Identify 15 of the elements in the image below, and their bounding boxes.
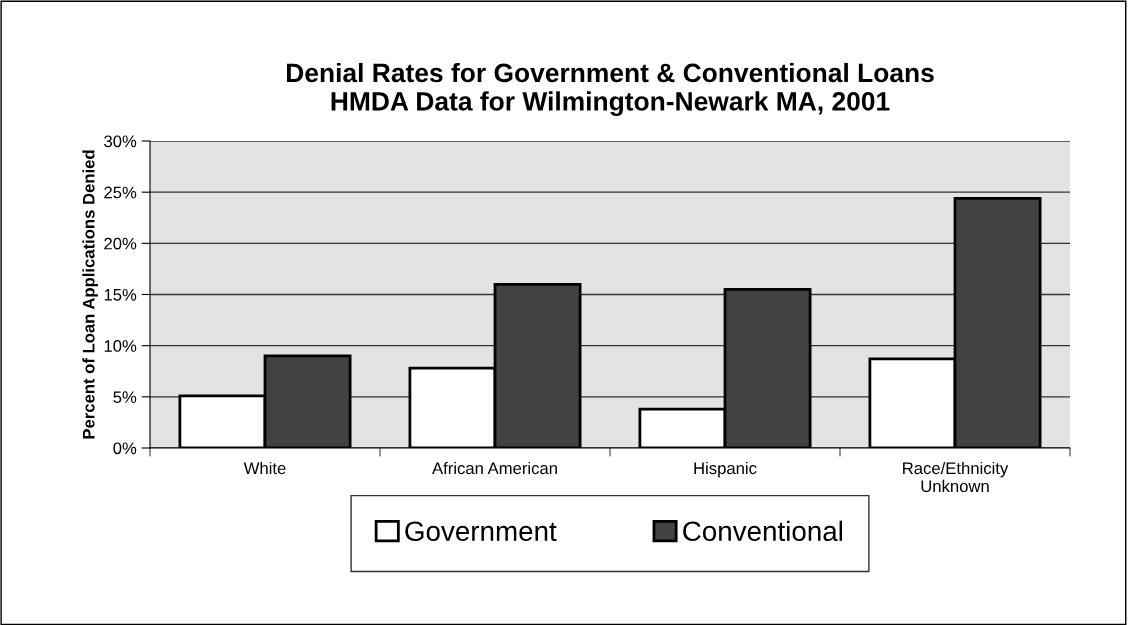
y-tick-label: 25% <box>104 186 137 199</box>
y-tick-label: 30% <box>104 135 137 148</box>
x-tick-label: African American <box>432 461 557 475</box>
x-tick-label: Race/Ethnicity Unknown <box>903 461 1009 493</box>
y-tick-label: 20% <box>104 237 137 250</box>
x-tick-label: White <box>243 461 286 475</box>
y-tick-label: 0% <box>113 442 137 455</box>
x-tick-label: Hispanic <box>694 461 757 478</box>
y-axis-title: Percent of Loan Applications Denied <box>82 150 98 439</box>
y-tick-label: 10% <box>104 340 137 352</box>
legend-label: Government <box>405 521 557 542</box>
y-tick-label: 5% <box>113 391 137 404</box>
chart-title: Denial Rates for Government & Conventional Loans HMDA Data for Wilmington-Newark MA, 2001 <box>287 62 934 117</box>
legend-label: Conventional <box>683 520 843 542</box>
y-tick-label: 15% <box>104 288 137 301</box>
